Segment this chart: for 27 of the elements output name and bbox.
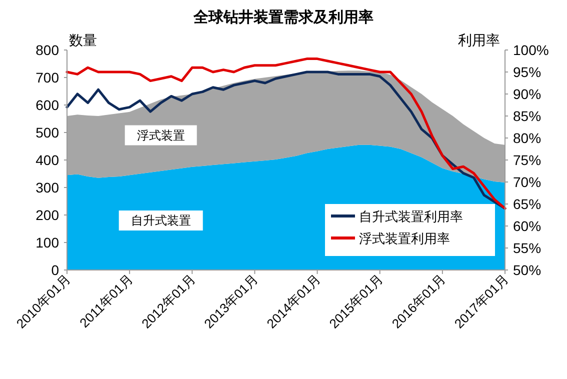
y2-tick-label: 100% — [513, 42, 549, 58]
y2-axis-title: 利用率 — [458, 32, 500, 48]
y-axis-title: 数量 — [69, 32, 97, 48]
y2-tick-label: 60% — [513, 218, 542, 234]
y-tick-label: 400 — [36, 152, 60, 168]
legend-label: 浮式装置利用率 — [359, 231, 450, 246]
legend-label: 自升式装置利用率 — [359, 209, 463, 224]
y-tick-label: 800 — [36, 42, 60, 58]
y2-tick-label: 70% — [513, 174, 542, 190]
y-tick-label: 300 — [36, 180, 60, 196]
y2-tick-label: 65% — [513, 196, 542, 212]
chart-title: 全球钻井装置需求及利用率 — [192, 8, 374, 26]
y2-tick-label: 95% — [513, 64, 542, 80]
series-label: 自升式装置 — [130, 214, 191, 228]
y-tick-label: 600 — [36, 97, 60, 113]
y2-tick-label: 75% — [513, 152, 542, 168]
y-tick-label: 0 — [51, 262, 60, 278]
y-tick-label: 200 — [36, 207, 60, 223]
y-tick-label: 700 — [36, 70, 60, 86]
y2-tick-label: 55% — [513, 240, 542, 256]
y2-tick-label: 85% — [513, 108, 542, 124]
y-tick-label: 500 — [36, 124, 60, 140]
y2-tick-label: 80% — [513, 130, 542, 146]
y2-tick-label: 90% — [513, 86, 542, 102]
y-tick-label: 100 — [36, 234, 60, 250]
y2-tick-label: 50% — [513, 262, 542, 278]
series-label: 浮式装置 — [136, 128, 185, 142]
